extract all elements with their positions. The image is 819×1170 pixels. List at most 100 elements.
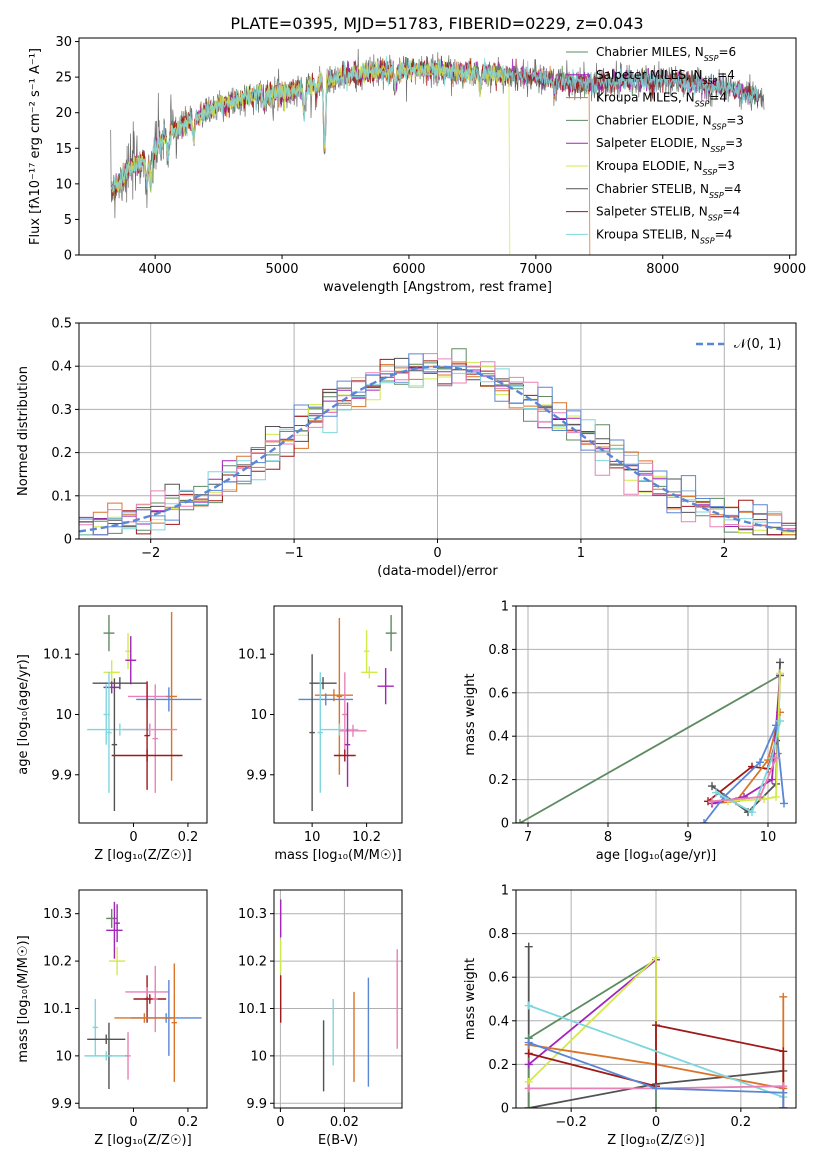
weight-point-marker (780, 799, 788, 808)
errorbar-point (103, 660, 120, 685)
weight-point-marker (779, 992, 788, 1001)
ticks: 7 8 9 10 0 0.2 0.4 0.6 0.8 1 (488, 600, 776, 846)
x-axis-label: mass [log₁₀(M/M☉)] (274, 848, 401, 863)
weight-point-marker (524, 1104, 533, 1108)
weight-series-line (528, 996, 785, 1090)
weight-point-marker (756, 792, 764, 801)
weight-point-marker (772, 792, 780, 801)
y-tick-label: 0.4 (488, 730, 509, 745)
weight-point-marker (652, 1084, 660, 1093)
errorbar-point (144, 681, 150, 790)
weight-point-marker (524, 1049, 533, 1058)
weight-point-marker (652, 1021, 660, 1030)
chart-age_vs_Z: 0 0.2 9.9 10 10.1 Z [log₁₀(Z/Z☉)] age [log₁₀(a… (16, 605, 208, 863)
y-tick-label: 1 (501, 600, 509, 615)
chart-mass_vs_Z: 0 0.2 9.9 10 10.1 10.2 10.3 Z [log₁₀(Z/Z☉)] mass… (16, 889, 208, 1148)
errorbar-point (317, 672, 324, 793)
chart-weight_vs_Z: −0.2 0 0.2 0 0.2 0.4 0.6 0.8 1 Z [log₁₀(Z/Z☉)] mas… (463, 884, 797, 1148)
y-tick-label: 0.3 (51, 403, 72, 418)
y-tick-label: 20 (55, 106, 72, 121)
x-axis-label: Z [log₁₀(Z/Z☉)] (94, 848, 191, 863)
errorbar-point (339, 724, 367, 737)
plot-area (79, 323, 796, 539)
x-tick-label: 9 (684, 830, 692, 845)
errorbar-point (125, 633, 131, 670)
y-tick-label: 0 (501, 817, 509, 832)
x-axis-label: (data-model)/error (377, 564, 498, 579)
weight-point-marker (708, 782, 716, 791)
x-tick-label: 0.2 (178, 1115, 199, 1130)
y-tick-label: 0.8 (488, 927, 509, 942)
x-axis-label: wavelength [Angstrom, rest frame] (323, 280, 552, 295)
weight-series-line (527, 958, 657, 1108)
errorbar-point (103, 684, 109, 745)
errorbar-point (152, 684, 158, 793)
x-tick-label: 0 (129, 1115, 137, 1130)
axes-frame (273, 605, 403, 824)
x-axis-label: E(B-V) (318, 1133, 358, 1148)
weight-point-marker (524, 1060, 533, 1069)
errorbar-point (106, 901, 123, 959)
weight-point-marker (516, 819, 524, 823)
plot-area (84, 901, 202, 1090)
errorbar-point (336, 618, 343, 775)
x-tick-label: 10 (760, 830, 777, 845)
y-tick-label: 25 (55, 71, 72, 86)
spectrum-model-line (111, 56, 759, 192)
errorbar-point (106, 672, 112, 793)
y-tick-label: 10 (55, 1049, 72, 1064)
y-tick-label: 9.9 (246, 1097, 267, 1112)
errorbar-point (136, 687, 202, 712)
y-tick-label: 10 (55, 177, 72, 192)
x-tick-label: 2 (720, 546, 728, 561)
errorbar-point (87, 723, 153, 736)
y-tick-label: 9.9 (51, 1097, 72, 1112)
y-tick-label: 0.4 (51, 360, 72, 375)
y-tick-label: 10.1 (43, 648, 72, 663)
weight-point-marker (779, 1088, 788, 1097)
ticks: 0 0.2 9.9 10 10.1 10.2 10.3 (43, 907, 198, 1130)
x-tick-label: 10 (304, 830, 321, 845)
y-axis-label: Flux [fλ10⁻¹⁷ erg cm⁻² s⁻¹ A⁻¹] (28, 48, 43, 245)
errorbar-point (385, 615, 397, 652)
weight-point-marker (652, 953, 660, 962)
x-tick-label: 0 (129, 830, 137, 845)
x-tick-label: 7 (524, 830, 532, 845)
errorbar-point (309, 677, 337, 690)
legend-entry: Kroupa MILES, NSSP=4 (596, 91, 727, 109)
axes-frame (515, 605, 797, 824)
errorbar-point (361, 666, 378, 679)
figure-title: PLATE=0395, MJD=51783, FIBERID=0229, z=0… (230, 14, 643, 33)
y-tick-label: 9.9 (246, 768, 267, 783)
chart-mass_vs_ebv: 0 0.02 9.9 10 10.1 10.2 10.3 E(B-V) (238, 889, 403, 1148)
y-axis-label: mass [log₁₀(M/M☉)] (16, 935, 31, 1062)
x-tick-label: 7000 (519, 262, 552, 277)
errorbar-point (133, 994, 167, 1004)
y-tick-label: 0.6 (488, 686, 509, 701)
chart-weight_vs_age: 7 8 9 10 0 0.2 0.4 0.6 0.8 1 age [log₁₀(age/yr)] ma… (463, 600, 797, 863)
weight-point-marker (768, 775, 776, 784)
errorbar-point (333, 749, 356, 762)
plot-area (110, 48, 765, 255)
x-axis-label: Z [log₁₀(Z/Z☉)] (94, 1133, 191, 1148)
y-tick-label: 30 (55, 35, 72, 50)
axes-frame (273, 889, 403, 1109)
plot-area (516, 606, 796, 823)
y-tick-label: 0 (64, 533, 72, 548)
weight-series-line (727, 673, 781, 803)
errorbar-point (92, 999, 99, 1056)
errorbar-point (125, 1032, 131, 1080)
y-tick-label: 9.9 (51, 768, 72, 783)
errorbar-point (344, 702, 351, 787)
errorbar-point (363, 630, 370, 673)
errorbar-point (84, 1051, 129, 1061)
y-axis-label: Normed distribution (16, 366, 31, 496)
y-tick-label: 0.4 (488, 1014, 509, 1029)
weight-point-marker (524, 1084, 533, 1093)
weight-point-marker (524, 1038, 533, 1047)
x-tick-label: 1 (577, 546, 585, 561)
y-axis-label: mass weight (463, 673, 478, 755)
x-tick-label: 0 (652, 1115, 660, 1130)
plot-area (516, 890, 796, 1108)
weight-point-marker (779, 1047, 788, 1056)
